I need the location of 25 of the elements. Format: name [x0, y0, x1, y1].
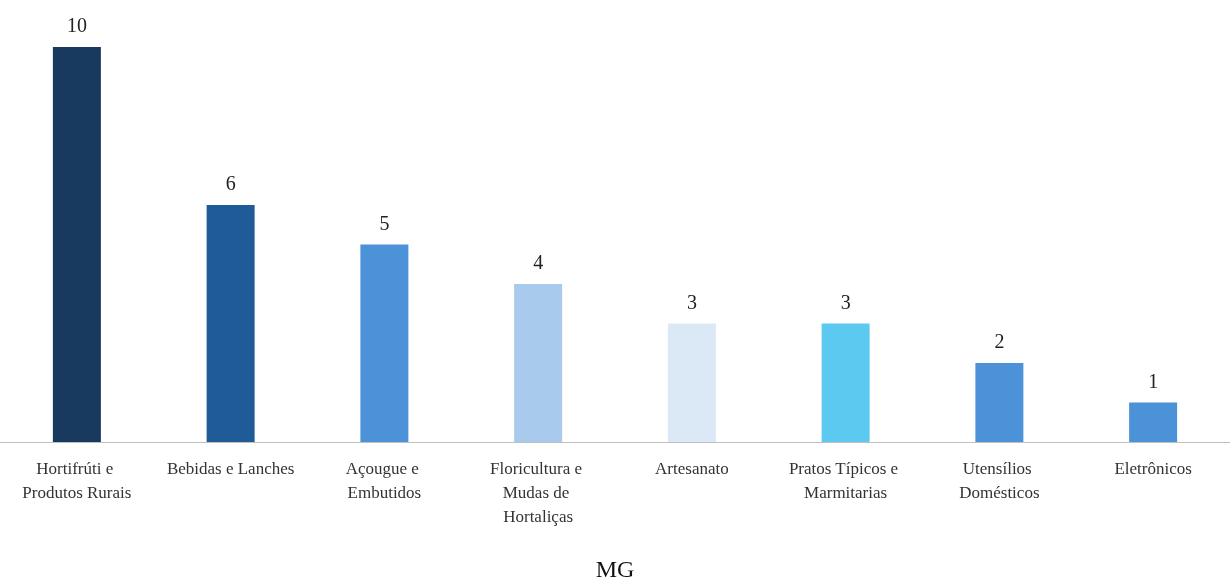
bar: [821, 323, 870, 442]
x-tick-label: Hortifrúti e Produtos Rurais: [22, 458, 132, 502]
data-label: 3: [686, 290, 697, 313]
x-tick-label: Eletrônicos: [1114, 458, 1192, 478]
data-label: 1: [1148, 369, 1159, 392]
data-label: 5: [379, 211, 390, 234]
x-tick-label: Utensílios Domésticos: [959, 458, 1040, 502]
data-label: 10: [66, 14, 87, 36]
bar: [360, 244, 409, 442]
data-label: 3: [840, 290, 851, 313]
data-label: 4: [533, 251, 544, 273]
x-axis-title: MG: [595, 556, 635, 582]
bar: [975, 363, 1024, 442]
x-tick-label: Bebidas e Lanches: [166, 458, 295, 478]
bar: [206, 205, 255, 442]
data-label: 6: [225, 172, 236, 194]
data-label: 2: [994, 330, 1005, 352]
bar: [514, 284, 563, 442]
bar: [1129, 402, 1178, 442]
x-tick-label: Artesanato: [655, 458, 729, 478]
x-tick-label: Floricultura e Mudas de Hortaliças: [489, 458, 587, 526]
bar: [667, 323, 716, 442]
x-tick-label: Pratos Típicos e Marmitarias: [788, 458, 903, 502]
bar: [52, 47, 101, 442]
x-tick-label: Açougue e Embutidos: [345, 458, 424, 502]
